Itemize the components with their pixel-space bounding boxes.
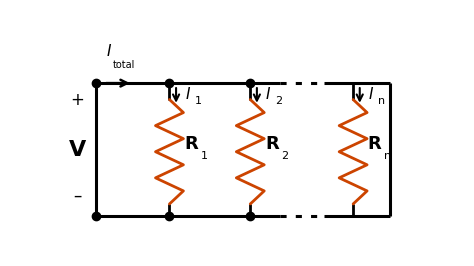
Text: 1: 1 [201,151,208,161]
Text: 2: 2 [275,97,283,106]
Text: 1: 1 [194,97,201,106]
Text: V: V [69,140,86,160]
Text: I: I [185,87,190,102]
Text: R: R [265,135,279,152]
Text: R: R [184,135,198,152]
Text: –: – [73,187,82,205]
Text: I: I [107,44,111,59]
Text: I: I [266,87,271,102]
Text: +: + [71,90,84,109]
Text: R: R [368,135,382,152]
Text: n: n [378,97,385,106]
Text: n: n [384,151,392,161]
Text: I: I [369,87,374,102]
Text: total: total [112,60,135,70]
Text: 2: 2 [282,151,289,161]
